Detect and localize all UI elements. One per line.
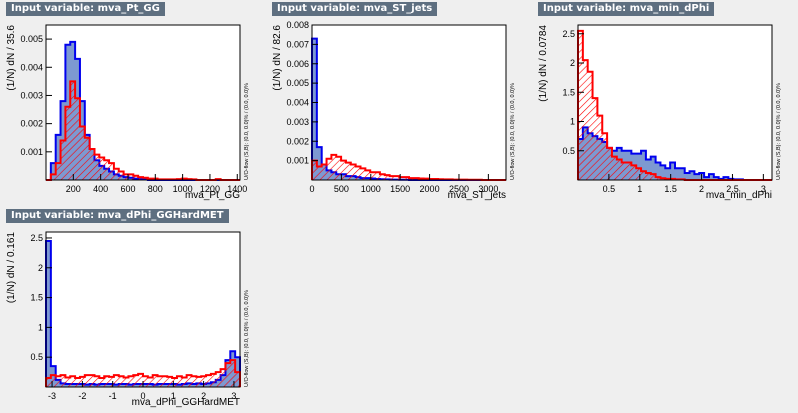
- y-tick-label: 0.002: [286, 136, 309, 146]
- y-axis-label: (1/N) dN / 82.6: [272, 25, 283, 91]
- plot-panel-pt-gg: 200 400 600 800 1000 1200 1400 0.001 0.002 0.003 0…: [0, 0, 266, 206]
- x-axis-label: mva_ST_jets: [448, 190, 506, 201]
- x-axis-label: mva_dPhi_GGHardMET: [132, 397, 240, 408]
- x-tick-label: 0: [140, 391, 145, 401]
- x-tick-label: -3: [48, 391, 56, 401]
- x-tick-label: 1: [637, 184, 642, 194]
- y-axis-label: (1/N) dN / 0.0784: [538, 25, 549, 102]
- x-tick-label: 1: [171, 391, 176, 401]
- background-histogram: [45, 359, 241, 387]
- background-hatch: [46, 360, 240, 387]
- x-axis-label: mva_Pt_GG: [185, 190, 240, 201]
- histogram-chart: 200 400 600 800 1000 1200 1400 0.001 0.002 0.003 0…: [6, 24, 250, 201]
- x-tick-label: -2: [78, 391, 86, 401]
- y-tick-label: 0.005: [20, 34, 43, 44]
- x-tick-label: 3: [231, 391, 236, 401]
- plot-frame: [577, 24, 773, 181]
- x-tick-label: 600: [120, 184, 135, 194]
- panel-title: Input variable: mva_min_dPhi: [538, 2, 715, 16]
- y-tick-label: 0.005: [286, 78, 309, 88]
- x-tick-label: 200: [66, 184, 81, 194]
- background-hatch: [312, 154, 506, 180]
- y-axis-label: (1/N) dN / 35.6: [6, 25, 17, 91]
- y-tick-label: 0.5: [562, 146, 575, 156]
- y-tick-label: 0.004: [20, 62, 43, 72]
- y-tick-label: 0.001: [286, 156, 309, 166]
- x-tick-label: 2: [201, 391, 206, 401]
- plot-area: [46, 232, 240, 387]
- x-tick-label: 2: [699, 184, 704, 194]
- x-tick-label: 800: [148, 184, 163, 194]
- x-tick-label: -1: [109, 391, 117, 401]
- overflow-label: U/O-flow (S,B): (0.0, 0.0)% / (0.0, 0.0)…: [776, 83, 782, 180]
- y-tick-label: 0.003: [286, 117, 309, 127]
- x-tick-label: 400: [93, 184, 108, 194]
- x-tick-label: 1000: [361, 184, 381, 194]
- plot-panel-min-dphi: 0.5 1 1.5 2 2.5 3 0.5 1 1.5 2 2.5 mva_min_dPhi (1/N)…: [532, 0, 798, 206]
- x-tick-label: 1000: [173, 184, 193, 194]
- x-tick-label: 1400: [227, 184, 247, 194]
- y-tick-label: 2.5: [562, 29, 575, 39]
- x-tick-label: 0: [309, 184, 314, 194]
- y-tick-label: 2: [570, 58, 575, 68]
- x-tick-label: 2000: [420, 184, 440, 194]
- y-tick-label: 0.001: [20, 147, 43, 157]
- histogram-chart: 0.5 1 1.5 2 2.5 30.511.522.5mva_min_dPhi(1/N)…: [538, 24, 782, 201]
- y-tick-label: 2: [38, 263, 43, 273]
- panel-title: Input variable: mva_Pt_GG: [6, 2, 165, 16]
- y-tick-label: 0.004: [286, 98, 309, 108]
- y-tick-label: 0.5: [30, 352, 43, 362]
- panel-title: Input variable: mva_ST_jets: [272, 2, 438, 16]
- y-axis-label: (1/N) dN / 0.161: [6, 232, 17, 304]
- x-tick-label: 0.5: [603, 184, 616, 194]
- plot-panel-dphi-gghardmet: -3 -2 -1 0 1 2 3 0.5 1 1.5 2 2.5 mva_dPhi_GGHardMET (…: [0, 207, 266, 413]
- x-axis-label: mva_min_dPhi: [706, 190, 772, 201]
- x-tick-label: 2500: [449, 184, 469, 194]
- plot-panel-st-jets: 0 500 1000 1500 2000 2500 3000 0.001 0.002 0.003 0…: [266, 0, 532, 206]
- y-tick-label: 1.5: [562, 87, 575, 97]
- histogram-chart: -3 -2 -1 0 1 2 3 0.5 1 1.5 2 2.5 mva_dPhi_GGHardMET (…: [6, 231, 250, 408]
- y-tick-label: 0.002: [20, 119, 43, 129]
- y-tick-label: 1: [570, 117, 575, 127]
- background-hatch: [578, 30, 772, 180]
- x-tick-label: 2.5: [726, 184, 739, 194]
- y-tick-label: 1.5: [30, 293, 43, 303]
- plot-area: [312, 25, 506, 180]
- y-tick-label: 0.003: [20, 90, 43, 100]
- y-tick-label: 0.007: [286, 39, 309, 49]
- x-tick-label: 1.5: [664, 184, 677, 194]
- x-tick-label: 500: [334, 184, 349, 194]
- x-tick-label: 1200: [200, 184, 220, 194]
- overflow-label: U/O-flow (S,B): (0.0, 0.0)% / (0.0, 0.0)…: [244, 83, 250, 180]
- x-tick-label: 1500: [390, 184, 410, 194]
- y-tick-label: 1: [38, 322, 43, 332]
- y-tick-label: 0.006: [286, 59, 309, 69]
- y-tick-label: 0.008: [286, 20, 309, 30]
- overflow-label: U/O-flow (S,B): (0.0, 0.0)% / (0.0, 0.0)…: [510, 83, 516, 180]
- overflow-label: U/O-flow (S,B): (0.0, 0.0)% / (0.0, 0.0)…: [244, 290, 250, 387]
- plot-frame: [45, 24, 241, 181]
- y-tick-label: 2.5: [30, 233, 43, 243]
- x-tick-label: 3: [761, 184, 766, 194]
- histogram-chart: 0 500 1000 1500 2000 2500 3000 0.001 0.002 0.003 0…: [272, 20, 516, 201]
- panel-title: Input variable: mva_dPhi_GGHardMET: [6, 209, 229, 223]
- x-tick-label: 3000: [478, 184, 498, 194]
